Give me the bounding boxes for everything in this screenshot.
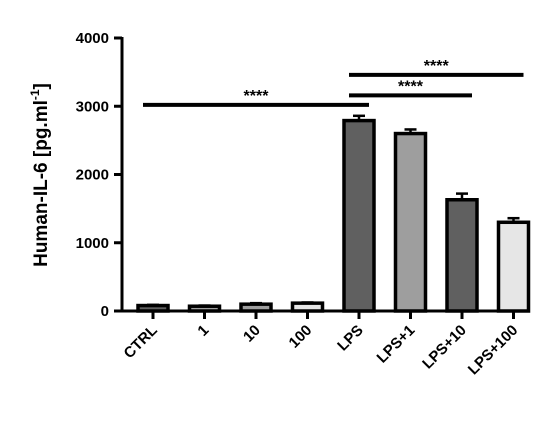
- significance-label-0: ****: [244, 88, 270, 105]
- bar-lps-plus-100: [496, 220, 531, 313]
- x-tick-label-lps: LPS: [334, 322, 367, 355]
- y-tick-label-2000: 2000: [76, 167, 109, 184]
- bar-lps-plus-1: [393, 131, 428, 313]
- x-tick-label-ctrl: CTRL: [121, 322, 161, 362]
- svg-text:Human-IL-6 [pg.ml-1]: Human-IL-6 [pg.ml-1]: [28, 83, 52, 267]
- bar-lps-plus-10: [445, 198, 479, 313]
- x-tick-label-lps-plus-100: LPS+100: [465, 322, 522, 379]
- y-axis-label: Human-IL-6 [pg.ml-1]: [28, 83, 52, 267]
- x-tick-label-10: 10: [240, 322, 264, 346]
- y-axis-label-text: Human-IL-6 [pg.ml: [31, 100, 52, 267]
- x-tick-label-1: 1: [194, 322, 212, 340]
- significance-label-2: ****: [424, 58, 450, 75]
- y-tick-label-4000: 4000: [76, 30, 109, 47]
- y-axis-label-superscript: -1: [28, 89, 42, 100]
- y-tick-label-3000: 3000: [76, 98, 109, 115]
- y-axis-label-close: ]: [31, 83, 52, 89]
- y-tick-label-0: 0: [101, 303, 109, 320]
- bar-lps: [342, 118, 376, 313]
- y-tick-label-1000: 1000: [76, 235, 109, 252]
- x-tick-label-100: 100: [286, 322, 316, 352]
- significance-label-1: ****: [398, 78, 424, 95]
- x-tick-label-lps-plus-1: LPS+1: [374, 322, 419, 367]
- x-tick-label-lps-plus-10: LPS+10: [419, 322, 470, 373]
